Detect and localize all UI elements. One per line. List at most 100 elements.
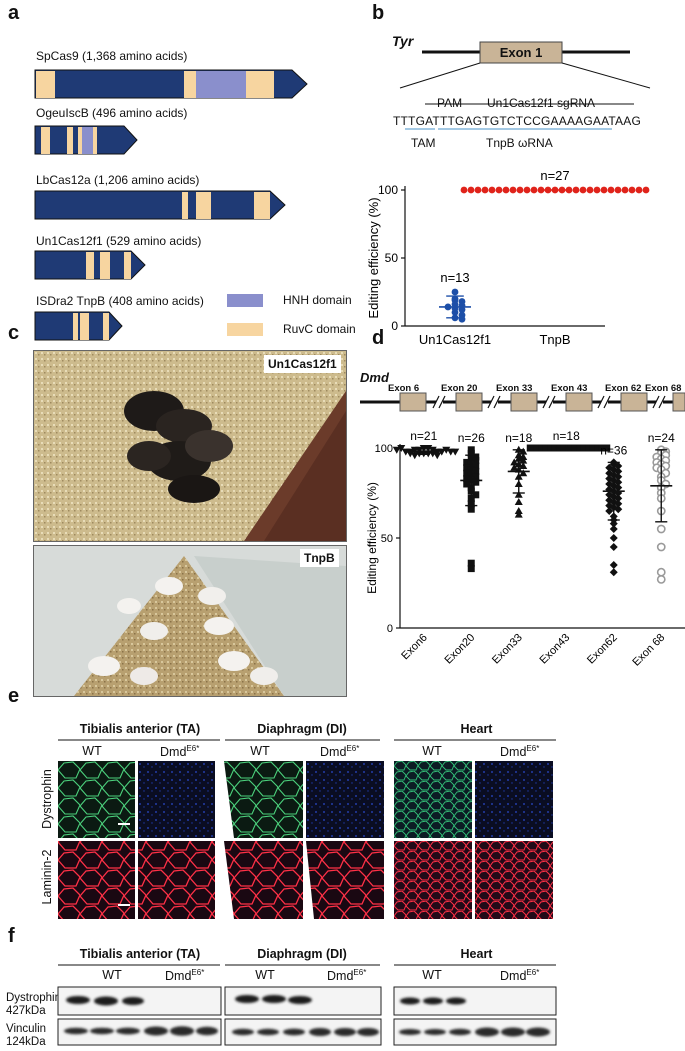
data-point <box>472 491 480 499</box>
data-point <box>605 507 614 515</box>
x-tick-label: Exon20 <box>443 632 478 667</box>
tnpb-diagram <box>34 311 123 341</box>
data-point <box>656 567 666 577</box>
e-tissue-header-heart: Heart <box>460 722 493 736</box>
data-point <box>451 448 460 456</box>
n-label: n=24 <box>648 431 675 445</box>
data-point <box>585 444 593 452</box>
data-point <box>614 494 623 503</box>
f-di-mut-text: Dmd <box>327 969 354 984</box>
e-ta-mut-label: DmdE6* <box>160 744 199 759</box>
f-heart-mut-text: Dmd <box>500 969 527 984</box>
panel-a-protein-diagrams <box>34 69 308 341</box>
series-exon33 <box>507 445 530 518</box>
data-point <box>467 446 475 454</box>
y-axis-label: Editing efficiency (%) <box>365 482 379 594</box>
data-point <box>530 186 538 194</box>
data-point <box>488 186 496 194</box>
data-point <box>460 186 468 194</box>
n-label: n=36 <box>600 443 627 457</box>
f-vinculin-size: 124kDa <box>6 1036 46 1048</box>
data-point <box>472 462 480 470</box>
f-di-mut-label: DmdE6* <box>327 968 366 983</box>
tam-label: TAM <box>411 136 436 150</box>
data-point <box>509 186 517 194</box>
data-point <box>516 186 524 194</box>
data-point <box>458 306 466 314</box>
e-heart-mut-sup: E6* <box>526 744 540 753</box>
data-point <box>519 462 528 469</box>
e-ta-mut-text: Dmd <box>160 745 187 760</box>
data-point <box>549 444 557 452</box>
data-point <box>605 496 614 505</box>
f-row-label-vinculin: Vinculin 124kDa <box>6 1023 46 1049</box>
data-point <box>467 449 475 457</box>
data-point <box>607 186 615 194</box>
data-point <box>463 458 471 466</box>
data-point <box>467 186 475 194</box>
data-point <box>526 444 534 452</box>
e-micrographs <box>58 761 553 919</box>
data-point <box>579 186 587 194</box>
panel-f-letter: f <box>8 925 15 947</box>
f-dystrophin-size: 427kDa <box>6 1005 46 1017</box>
data-point <box>576 444 584 452</box>
legend-swatch-ruvc <box>227 323 263 336</box>
e-ta-mut-sup: E6* <box>186 744 200 753</box>
data-point <box>481 186 489 194</box>
e-row-label-laminin: Laminin-2 <box>40 849 54 905</box>
data-point <box>410 452 419 460</box>
data-point <box>406 450 415 458</box>
e-di-mut-text: Dmd <box>320 745 347 760</box>
series-exon20 <box>460 446 483 573</box>
lbcas12a-diagram <box>34 190 286 220</box>
data-point <box>614 462 623 470</box>
data-point <box>433 452 442 460</box>
photo-label-un1cas12f1: Un1Cas12f1 <box>264 355 341 373</box>
series-tnpb <box>460 186 650 194</box>
data-point <box>635 186 643 194</box>
f-ta-mut-text: Dmd <box>165 969 192 984</box>
data-point <box>458 315 466 323</box>
dmd-exon-33-label: Exon 33 <box>496 383 533 394</box>
series-exon6 <box>392 445 460 460</box>
panel-d-letter: d <box>372 327 385 349</box>
e-heart-wt-label: WT <box>422 744 442 758</box>
un1cas12f1-diagram <box>34 250 146 280</box>
data-point <box>502 186 510 194</box>
ogeuiscb-diagram <box>34 125 138 155</box>
f-western-blots <box>57 986 557 1046</box>
data-point <box>519 453 528 460</box>
data-point <box>397 445 406 452</box>
f-tissue-header-ta: Tibialis anterior (TA) <box>79 947 201 961</box>
x-tick-label: Un1Cas12f1 <box>419 332 491 347</box>
e-tissue-header-ta: Tibialis anterior (TA) <box>79 722 201 736</box>
panel-a-letter: a <box>8 2 20 24</box>
n-label: n=26 <box>458 431 485 445</box>
data-point <box>605 474 614 483</box>
dmd-gene-schematic <box>360 392 685 412</box>
data-point <box>535 444 543 452</box>
series-exon62 <box>602 458 625 577</box>
f-header-rules <box>58 964 556 966</box>
series-un1cas12f1 <box>439 288 471 323</box>
data-point <box>437 448 446 456</box>
n-label: n=21 <box>410 430 437 443</box>
f-di-wt-label: WT <box>255 968 275 982</box>
data-point <box>603 444 611 452</box>
data-point <box>593 186 601 194</box>
data-point <box>514 498 523 505</box>
sgrna-label: Un1Cas12f1 sgRNA <box>487 96 596 110</box>
data-point <box>656 542 666 552</box>
f-tissue-header-di: Diaphragm (DI) <box>257 947 347 961</box>
protein-label-spcas9: SpCas9 (1,368 amino acids) <box>36 49 188 63</box>
data-point <box>586 186 594 194</box>
data-point <box>474 186 482 194</box>
data-point <box>428 446 437 454</box>
y-tick-label: 100 <box>375 443 393 455</box>
protein-label-ogeuiscb: OgeuIscB (496 amino acids) <box>36 106 188 120</box>
x-tick-label: Exon 68 <box>630 632 667 669</box>
e-di-wt-label: WT <box>250 744 270 758</box>
data-point <box>609 534 618 542</box>
data-point <box>598 444 606 452</box>
